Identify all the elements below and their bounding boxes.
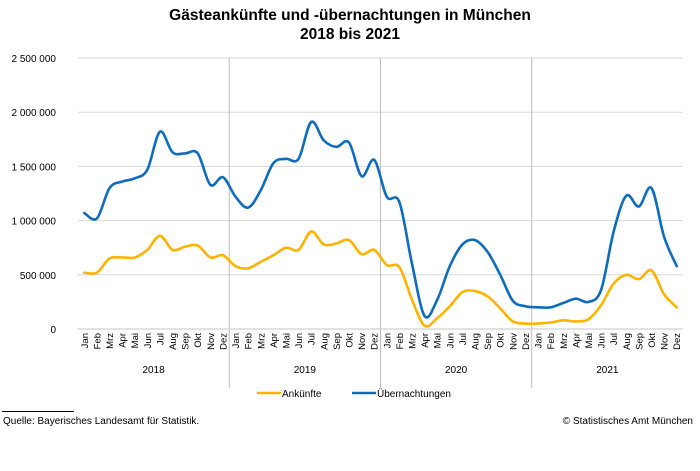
- month-tick-label: Aug: [622, 333, 633, 350]
- month-tick-label: Okt: [647, 333, 658, 348]
- month-tick-label: Jun: [597, 333, 608, 348]
- month-tick-label: Aug: [319, 333, 330, 350]
- month-tick-label: Mai: [281, 333, 292, 348]
- month-tick-label: Jul: [609, 333, 620, 345]
- month-tick-label: Feb: [546, 333, 557, 349]
- y-tick-label: 1 000 000: [12, 217, 57, 228]
- month-tick-label: Feb: [395, 333, 406, 349]
- month-tick-label: Apr: [571, 333, 582, 348]
- chart-title: Gästeankünfte und -übernachtungen in Mün…: [0, 6, 700, 44]
- month-tick-label: Mai: [130, 333, 141, 348]
- month-tick-label: Feb: [92, 333, 103, 349]
- month-tick-label: Mai: [584, 333, 595, 348]
- y-tick-label: 1 500 000: [12, 162, 57, 173]
- month-tick-label: Nov: [357, 333, 368, 350]
- y-axis: 0 500 000 1 000 000 1 500 000 2 000 000 2 500…: [12, 54, 57, 336]
- month-tick-label: Okt: [344, 333, 355, 348]
- month-tick-label: Mrz: [559, 333, 570, 349]
- month-tick-label: Apr: [118, 333, 129, 348]
- month-tick-label: Nov: [206, 333, 217, 350]
- y-tick-label: 0: [50, 325, 56, 336]
- month-tick-label: Apr: [269, 333, 280, 348]
- month-tick-label: Jun: [445, 333, 456, 348]
- y-tick-label: 2 500 000: [12, 54, 57, 65]
- month-tick-label: Mrz: [408, 333, 419, 349]
- chart-title-subtitle: 2018 bis 2021: [300, 26, 400, 43]
- legend-label-uebernachtungen: Übernachtungen: [377, 388, 451, 400]
- month-tick-label: Mrz: [105, 333, 116, 349]
- month-tick-label: Jan: [231, 333, 242, 348]
- month-tick-label: Jul: [307, 333, 318, 345]
- year-label: 2018: [143, 365, 166, 376]
- month-tick-label: Aug: [168, 333, 179, 350]
- month-tick-label: Apr: [420, 333, 431, 348]
- month-tick-label: Aug: [471, 333, 482, 350]
- month-tick-label: Dez: [672, 333, 683, 350]
- legend: Ankünfte Übernachtungen: [257, 388, 451, 400]
- month-tick-label: Okt: [496, 333, 507, 348]
- gridlines: [78, 57, 683, 388]
- series-line-ankuenfte: [83, 230, 678, 328]
- month-tick-label: Feb: [244, 333, 255, 349]
- month-tick-label: Sep: [332, 333, 343, 350]
- month-tick-label: Jul: [458, 333, 469, 345]
- legend-label-ankuenfte: Ankünfte: [282, 389, 322, 400]
- month-tick-label: Jan: [534, 333, 545, 348]
- month-tick-label: Jun: [294, 333, 305, 348]
- year-label: 2021: [596, 365, 619, 376]
- month-tick-label: Sep: [181, 333, 192, 350]
- month-tick-label: Dez: [218, 333, 229, 350]
- month-tick-label: Sep: [634, 333, 645, 350]
- y-tick-label: 500 000: [20, 271, 57, 282]
- month-tick-label: Nov: [508, 333, 519, 350]
- month-tick-label: Nov: [660, 333, 671, 350]
- month-tick-label: Jul: [155, 333, 166, 345]
- month-tick-label: Jun: [143, 333, 154, 348]
- month-tick-label: Sep: [483, 333, 494, 350]
- series-lines: [83, 120, 678, 328]
- chart-title-main: Gästeankünfte und -übernachtungen in Mün…: [169, 7, 531, 24]
- copyright-note: © Statistisches Amt München: [562, 416, 693, 427]
- month-tick-label: Okt: [193, 333, 204, 348]
- month-tick-label: Dez: [521, 333, 532, 350]
- source-note: Quelle: Bayerisches Landesamt für Statis…: [3, 416, 200, 427]
- month-tick-label: Jan: [382, 333, 393, 348]
- series-line-uebernachtungen: [83, 120, 678, 319]
- month-tick-label: Dez: [370, 333, 381, 350]
- month-tick-label: Mrz: [256, 333, 267, 349]
- month-tick-label: Jan: [80, 333, 91, 348]
- footnote-rule: [2, 411, 74, 412]
- month-tick-label: Mai: [433, 333, 444, 348]
- y-tick-label: 2 000 000: [12, 108, 57, 119]
- year-label: 2020: [445, 365, 468, 376]
- year-label: 2019: [294, 365, 317, 376]
